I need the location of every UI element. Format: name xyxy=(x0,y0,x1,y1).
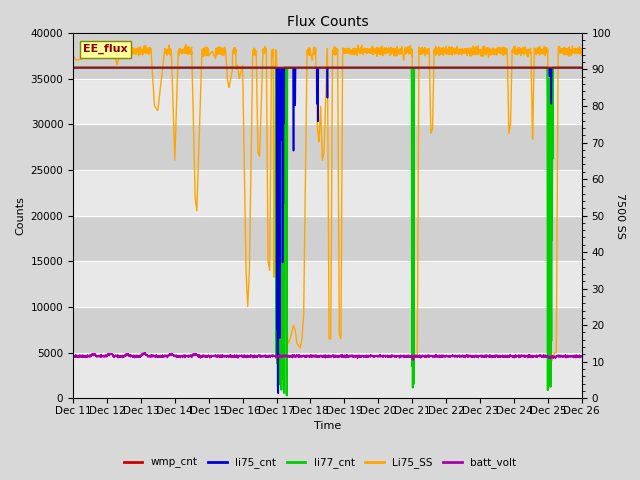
Bar xyxy=(73,33,582,79)
Bar xyxy=(73,0,582,33)
Y-axis label: Counts: Counts xyxy=(15,196,25,235)
Legend: wmp_cnt, li75_cnt, li77_cnt, Li75_SS, batt_volt: wmp_cnt, li75_cnt, li77_cnt, Li75_SS, ba… xyxy=(120,453,520,472)
Bar xyxy=(73,79,582,124)
Y-axis label: 7500 SS: 7500 SS xyxy=(615,192,625,239)
Bar xyxy=(73,124,582,170)
Bar xyxy=(73,216,582,261)
Bar xyxy=(73,261,582,307)
Title: Flux Counts: Flux Counts xyxy=(287,15,368,29)
Bar xyxy=(73,307,582,352)
Bar xyxy=(73,352,582,398)
X-axis label: Time: Time xyxy=(314,421,341,432)
Bar xyxy=(73,170,582,216)
Text: EE_flux: EE_flux xyxy=(83,44,128,54)
